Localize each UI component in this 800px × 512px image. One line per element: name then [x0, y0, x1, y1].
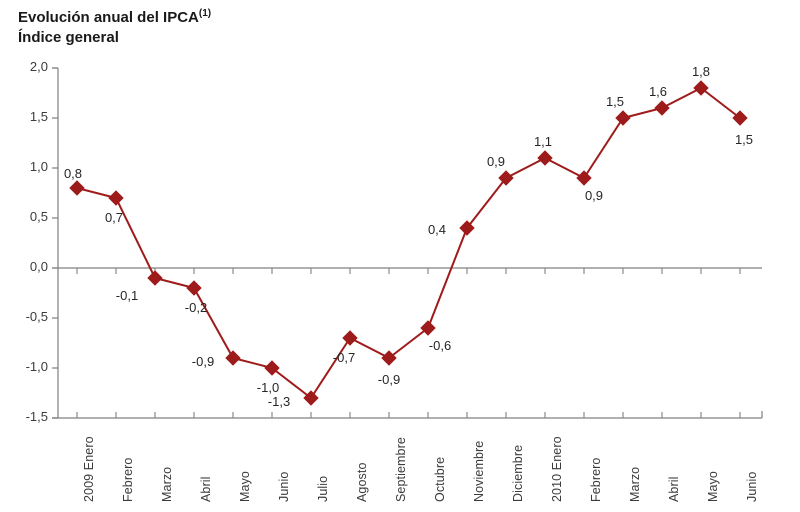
y-axis-tick-label: 1,0: [29, 159, 48, 174]
x-axis-tick-label: Mayo: [238, 471, 252, 502]
data-point-marker: [498, 170, 514, 186]
data-point-marker: [693, 80, 709, 96]
y-axis-tick-label: 0,0: [29, 259, 48, 274]
data-point-label: -0,7: [332, 350, 356, 365]
data-point-label: -0,9: [191, 354, 215, 369]
data-point-label: 0,7: [104, 210, 124, 225]
x-axis-tick-label: 2009 Enero: [82, 436, 96, 502]
data-point-marker: [108, 190, 124, 206]
series-marker-layer: [69, 80, 748, 406]
series-line-layer: [76, 87, 741, 399]
x-axis-tick-label: Febrero: [589, 457, 603, 502]
y-axis-tick-label: 1,5: [29, 109, 48, 124]
series-line: [76, 87, 741, 399]
chart-subtitle: Índice general: [18, 29, 119, 46]
x-axis-tick-label: Marzo: [160, 466, 174, 502]
data-point-label: -1,0: [256, 380, 280, 395]
data-point-label: -0,9: [377, 372, 401, 387]
data-point-marker: [225, 350, 241, 366]
data-point-marker: [147, 270, 163, 286]
data-point-marker: [186, 280, 202, 296]
axis-layer: [52, 67, 763, 419]
data-point-marker: [459, 220, 475, 236]
x-axis-tick-label: Septiembre: [394, 437, 408, 502]
data-point-marker: [576, 170, 592, 186]
chart-title-block: Evolución anual del IPCA(1) Índice gener…: [18, 4, 211, 48]
x-axis-tick-label: Diciembre: [511, 444, 525, 502]
x-axis-tick-label: Julio: [316, 475, 330, 502]
data-point-label: 0,4: [427, 222, 447, 237]
x-axis-tick-label: 2010 Enero: [550, 436, 564, 502]
data-point-label: -0,1: [115, 288, 139, 303]
data-point-label: 0,9: [486, 154, 506, 169]
data-point-marker: [264, 360, 280, 376]
data-point-label: 0,8: [63, 166, 83, 181]
chart-title-footnote-marker: (1): [198, 8, 212, 19]
x-axis-tick-label: Febrero: [121, 457, 135, 502]
data-point-marker: [303, 390, 319, 406]
y-axis-tick-label: -1,0: [25, 359, 48, 374]
y-axis-tick-label: -1,5: [25, 409, 48, 424]
x-axis-tick-label: Agosto: [355, 462, 369, 502]
x-axis-tick-label: Abril: [199, 476, 213, 502]
x-axis-tick-label: Mayo: [706, 471, 720, 502]
data-point-marker: [69, 180, 85, 196]
data-point-label: 0,9: [584, 188, 604, 203]
data-point-label: 1,5: [734, 132, 754, 147]
data-point-label: 1,5: [605, 94, 625, 109]
data-point-label: 1,6: [648, 84, 668, 99]
data-point-marker: [381, 350, 397, 366]
data-point-marker: [732, 110, 748, 126]
y-axis-tick-label: -0,5: [25, 309, 48, 324]
data-point-marker: [654, 100, 670, 116]
x-axis-tick-label: Octubre: [433, 456, 447, 502]
x-axis-tick-label: Junio: [277, 471, 291, 502]
data-point-marker: [420, 320, 436, 336]
chart-title-line-1: Evolución anual del IPCA(1): [18, 4, 211, 28]
data-point-label: 1,8: [691, 64, 711, 79]
data-point-label: -0,2: [184, 300, 208, 315]
data-point-label: 1,1: [533, 134, 553, 149]
x-axis-tick-label: Noviembre: [472, 440, 486, 502]
y-axis-tick-label: 2,0: [29, 59, 48, 74]
x-axis-tick-label: Marzo: [628, 466, 642, 502]
y-axis-tick-label: 0,5: [29, 209, 48, 224]
data-point-marker: [615, 110, 631, 126]
data-point-marker: [537, 150, 553, 166]
chart-title-text: Evolución anual del IPCA: [18, 9, 199, 26]
data-point-marker: [342, 330, 358, 346]
data-point-label: -1,3: [267, 394, 291, 409]
data-point-label: -0,6: [428, 338, 452, 353]
x-axis-tick-label: Abril: [667, 476, 681, 502]
x-axis-tick-label: Junio: [745, 471, 759, 502]
